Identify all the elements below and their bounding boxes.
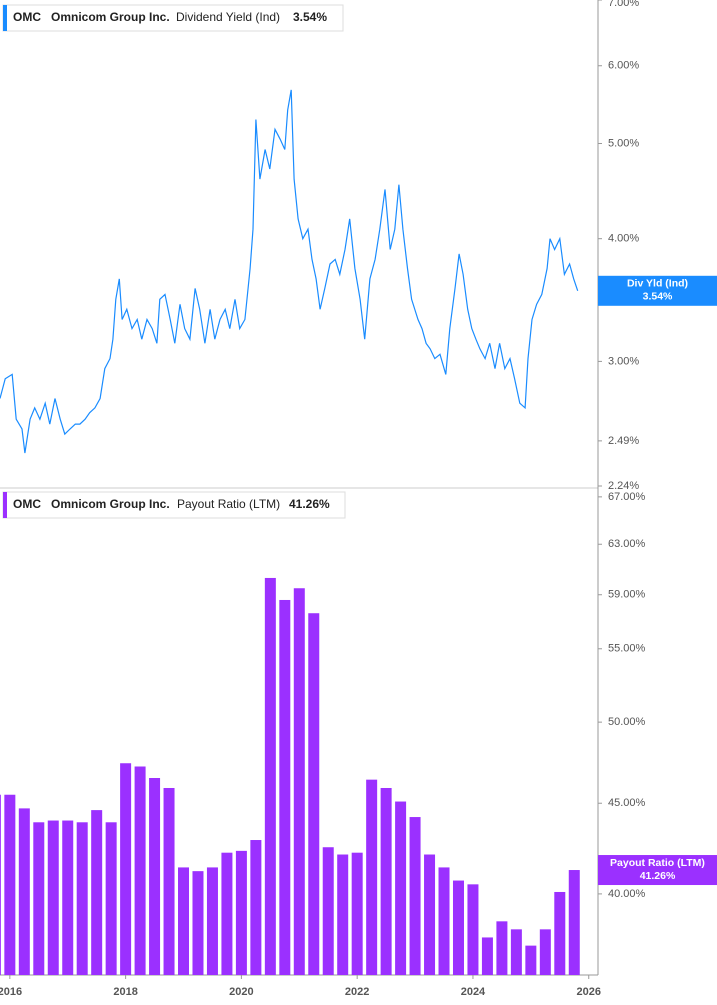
bar xyxy=(424,854,436,975)
bar xyxy=(62,820,74,975)
y-tick-label: 2.24% xyxy=(608,480,639,492)
y-tick-label: 7.00% xyxy=(608,0,639,9)
legend-company: Omnicom Group Inc. xyxy=(51,10,170,24)
x-tick-label: 2020 xyxy=(229,986,253,998)
bar xyxy=(0,794,1,975)
bar xyxy=(366,779,378,975)
bar xyxy=(178,867,190,975)
legend-ticker: OMC xyxy=(13,497,41,511)
badge-value: 41.26% xyxy=(640,870,676,882)
bar xyxy=(47,820,59,975)
y-tick-label: 67.00% xyxy=(608,491,646,503)
x-tick-label: 2018 xyxy=(113,986,137,998)
bar xyxy=(337,854,349,975)
badge-box xyxy=(598,855,717,886)
bar xyxy=(496,921,508,975)
x-tick-label: 2016 xyxy=(0,986,22,998)
y-tick-label: 6.00% xyxy=(608,60,639,72)
y-tick-label: 55.00% xyxy=(608,643,646,655)
bar xyxy=(264,577,276,975)
y-tick-label: 40.00% xyxy=(608,888,646,900)
bar xyxy=(539,929,551,975)
badge-value: 3.54% xyxy=(643,291,673,303)
bar xyxy=(525,945,537,975)
y-tick-label: 3.00% xyxy=(608,355,639,367)
bar xyxy=(481,937,493,975)
y-tick-label: 63.00% xyxy=(608,538,646,550)
legend-value: 3.54% xyxy=(293,10,327,24)
bar xyxy=(438,867,450,975)
x-tick-label: 2026 xyxy=(576,986,600,998)
plot-payout xyxy=(0,577,580,975)
legend-payout: OMC Omnicom Group Inc. Payout Ratio (LTM… xyxy=(2,491,346,519)
bar xyxy=(554,891,566,975)
bar xyxy=(18,808,30,975)
last-value-badge: Payout Ratio (LTM)41.26% xyxy=(598,855,717,886)
legend-swatch xyxy=(3,492,7,518)
bar xyxy=(149,777,161,975)
legend-series: Dividend Yield (Ind) xyxy=(176,10,280,24)
legend-swatch xyxy=(3,5,7,31)
legend-value: 41.26% xyxy=(289,497,330,511)
y-tick-label: 45.00% xyxy=(608,797,646,809)
bar xyxy=(409,817,421,975)
bar xyxy=(206,867,218,975)
bar xyxy=(134,766,146,975)
legend-company: Omnicom Group Inc. xyxy=(51,497,170,511)
x-tick-label: 2022 xyxy=(345,986,369,998)
legend-yield: OMC Omnicom Group Inc. Dividend Yield (I… xyxy=(2,4,344,32)
bar xyxy=(105,822,117,975)
bar xyxy=(4,794,16,975)
y-tick-label: 2.49% xyxy=(608,435,639,447)
legend-series: Payout Ratio (LTM) xyxy=(177,497,280,511)
badge-label: Payout Ratio (LTM) xyxy=(610,857,705,869)
bar xyxy=(91,810,103,975)
bar xyxy=(76,822,88,975)
badge-label: Div Yld (Ind) xyxy=(627,278,688,290)
bar xyxy=(293,588,305,975)
bar xyxy=(279,599,291,975)
bar xyxy=(467,884,479,975)
bar xyxy=(250,840,262,975)
x-tick-label: 2024 xyxy=(461,986,486,998)
legend-box xyxy=(2,491,346,519)
bar xyxy=(510,929,522,975)
line xyxy=(0,89,579,454)
bar xyxy=(221,852,233,975)
legend-ticker: OMC xyxy=(13,10,41,24)
bar xyxy=(568,870,580,975)
y-tick-label: 4.00% xyxy=(608,233,639,245)
badge-box xyxy=(598,275,717,306)
y-tick-label: 59.00% xyxy=(608,589,646,601)
bar xyxy=(452,880,464,975)
legend-box xyxy=(2,4,344,32)
y-tick-label: 50.00% xyxy=(608,716,646,728)
bar xyxy=(192,871,204,975)
last-value-badge: Div Yld (Ind)3.54% xyxy=(598,275,717,306)
bar xyxy=(120,763,132,975)
bar xyxy=(235,850,247,975)
bar xyxy=(163,787,175,975)
bar xyxy=(351,852,363,975)
bar xyxy=(308,613,320,975)
y-tick-label: 5.00% xyxy=(608,137,639,149)
plot-yield xyxy=(0,89,579,454)
bar xyxy=(395,801,407,975)
bar xyxy=(33,822,45,975)
bar xyxy=(380,787,392,975)
bar xyxy=(322,847,334,975)
